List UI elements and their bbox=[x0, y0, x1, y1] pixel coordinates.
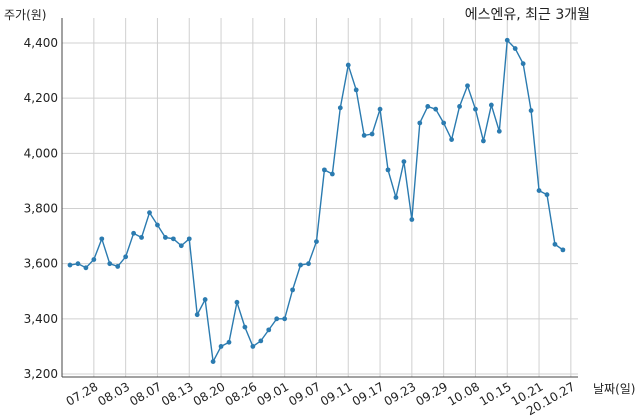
price-point bbox=[473, 106, 478, 112]
price-point bbox=[377, 106, 383, 112]
price-point bbox=[314, 239, 319, 245]
price-point bbox=[345, 62, 351, 68]
price-point bbox=[306, 261, 311, 267]
x-tick-label: 09.17 bbox=[350, 379, 387, 408]
price-point bbox=[242, 324, 248, 330]
price-point bbox=[409, 217, 415, 222]
price-point bbox=[504, 37, 510, 43]
x-tick-label: 10.15 bbox=[477, 379, 514, 408]
price-point bbox=[512, 46, 518, 51]
price-point bbox=[234, 299, 240, 305]
x-tick-labels: 07.2808.0308.0708.1308.2008.2609.0109.07… bbox=[64, 379, 578, 418]
x-axis-title: 날짜(일) bbox=[593, 382, 635, 396]
price-point bbox=[465, 83, 470, 89]
y-tick-label: 3,400 bbox=[24, 312, 58, 326]
x-tick-label: 09.07 bbox=[286, 379, 323, 408]
price-point bbox=[75, 261, 81, 267]
price-point bbox=[147, 210, 152, 216]
x-tick-label: 07.28 bbox=[64, 379, 101, 408]
price-point bbox=[67, 262, 73, 268]
price-point bbox=[266, 327, 272, 333]
y-tick-label: 3,800 bbox=[24, 202, 58, 216]
price-point bbox=[552, 241, 558, 247]
price-point bbox=[433, 106, 439, 112]
x-tick-label: 08.20 bbox=[191, 379, 228, 408]
x-tick-label: 09.23 bbox=[382, 379, 419, 408]
y-tick-label: 3,200 bbox=[24, 367, 58, 381]
x-tick-label: 10.08 bbox=[445, 379, 482, 408]
y-axis-title: 주가(원) bbox=[4, 8, 46, 22]
price-point bbox=[393, 195, 399, 200]
price-point bbox=[170, 236, 176, 242]
price-point bbox=[163, 235, 168, 240]
price-point bbox=[194, 312, 200, 318]
x-tick-label: 09.01 bbox=[254, 379, 291, 408]
price-point bbox=[329, 171, 335, 177]
price-point bbox=[536, 188, 542, 193]
price-point bbox=[107, 261, 113, 267]
price-point bbox=[139, 235, 144, 240]
price-point bbox=[115, 264, 121, 269]
price-point bbox=[560, 247, 566, 253]
x-tick-label: 09.11 bbox=[318, 379, 355, 408]
x-tick-label: 09.29 bbox=[413, 379, 450, 408]
x-tick-label: 08.26 bbox=[223, 379, 260, 408]
x-tick-label: 08.03 bbox=[95, 379, 132, 408]
price-point bbox=[441, 120, 447, 126]
price-point bbox=[449, 137, 454, 142]
price-point bbox=[155, 222, 160, 228]
price-point bbox=[369, 131, 375, 137]
price-point bbox=[218, 344, 224, 349]
y-tick-label: 4,000 bbox=[24, 146, 58, 160]
price-point bbox=[83, 265, 89, 271]
price-point bbox=[99, 236, 105, 242]
price-point bbox=[250, 344, 256, 349]
price-points bbox=[67, 37, 566, 364]
price-point bbox=[274, 316, 280, 322]
price-point bbox=[488, 102, 494, 108]
price-point bbox=[528, 108, 534, 113]
price-point bbox=[91, 257, 97, 262]
price-point bbox=[258, 338, 264, 344]
price-point bbox=[226, 339, 232, 345]
price-point bbox=[210, 359, 216, 364]
price-point bbox=[425, 104, 431, 109]
y-tick-label: 3,600 bbox=[24, 257, 58, 271]
price-point bbox=[361, 133, 367, 138]
price-point bbox=[178, 243, 184, 249]
price-point bbox=[385, 167, 391, 173]
price-point bbox=[457, 104, 462, 109]
y-tick-label: 4,200 bbox=[24, 91, 58, 105]
price-point bbox=[481, 138, 486, 144]
chart-title: 에스엔유, 최근 3개월 bbox=[465, 7, 590, 23]
price-point bbox=[337, 105, 343, 111]
price-point bbox=[298, 262, 303, 268]
price-point bbox=[322, 167, 327, 173]
price-point bbox=[353, 87, 359, 93]
x-tick-label: 08.13 bbox=[159, 379, 196, 408]
price-point bbox=[417, 120, 423, 126]
price-point bbox=[282, 316, 288, 322]
price-point bbox=[520, 61, 526, 67]
price-point bbox=[131, 230, 137, 236]
x-tick-label: 08.07 bbox=[127, 379, 164, 408]
price-point bbox=[401, 159, 407, 165]
price-point bbox=[496, 128, 502, 134]
y-tick-labels: 3,200 3,400 3,600 3,800 4,000 4,200 4,400 bbox=[24, 36, 58, 381]
price-point bbox=[123, 254, 129, 260]
grid bbox=[62, 18, 578, 377]
price-point bbox=[186, 236, 192, 242]
price-point bbox=[290, 287, 295, 293]
y-tick-label: 4,400 bbox=[24, 36, 58, 50]
price-point bbox=[202, 297, 208, 302]
price-point bbox=[544, 192, 550, 198]
